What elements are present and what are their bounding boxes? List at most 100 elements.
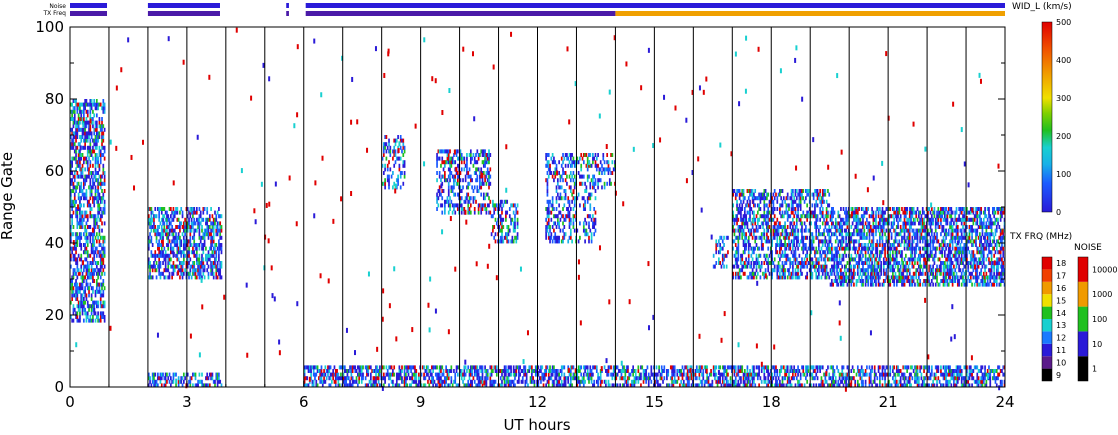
data-point (89, 196, 92, 201)
data-point (205, 253, 207, 258)
data-point (85, 160, 88, 165)
data-point (602, 167, 605, 172)
data-point (877, 282, 880, 287)
data-point (207, 235, 210, 240)
data-point (462, 185, 464, 190)
data-point (816, 257, 819, 262)
data-point (460, 167, 463, 172)
data-point (86, 253, 89, 258)
data-point (511, 235, 514, 240)
data-point (102, 135, 105, 139)
data-point (759, 253, 762, 258)
data-point (843, 264, 846, 269)
data-point (162, 239, 164, 244)
data-point (80, 225, 83, 229)
data-point (86, 300, 89, 305)
data-point (816, 192, 819, 197)
data-point (943, 271, 946, 276)
data-point (384, 178, 386, 183)
data-point (873, 268, 876, 273)
data-point (828, 246, 831, 251)
data-point (958, 264, 960, 269)
data-point (720, 246, 723, 251)
data-point (811, 192, 814, 197)
data-point (784, 228, 786, 233)
data-point (921, 282, 924, 287)
data-point (469, 153, 472, 157)
data-point (872, 268, 875, 273)
data-point (820, 268, 823, 273)
data-point (924, 250, 927, 255)
data-point (86, 109, 89, 114)
data-point (182, 228, 185, 233)
data-point (779, 275, 781, 280)
data-point (771, 196, 773, 201)
data-point (450, 156, 453, 161)
data-point (188, 221, 190, 226)
data-point (911, 214, 914, 219)
data-point (86, 203, 89, 208)
data-point (556, 181, 559, 186)
data-point (79, 102, 81, 107)
data-point (212, 228, 215, 233)
data-point (197, 271, 199, 276)
data-point (790, 192, 793, 197)
data-point (754, 217, 757, 222)
data-point (208, 217, 211, 222)
data-point (951, 271, 954, 276)
data-point (850, 207, 853, 211)
data-point (94, 261, 97, 265)
data-point (98, 153, 101, 157)
data-point (797, 268, 799, 273)
data-point (820, 253, 823, 258)
data-point (893, 239, 896, 244)
data-point (72, 307, 75, 312)
data-point (873, 275, 876, 280)
data-point (751, 246, 754, 251)
data-point (71, 203, 73, 208)
data-point (856, 261, 859, 265)
data-point (880, 217, 883, 222)
data-point (551, 153, 554, 157)
data-point (76, 311, 79, 316)
data-point (71, 318, 73, 323)
data-point (76, 297, 79, 301)
data-point (898, 207, 901, 211)
data-point (743, 239, 746, 244)
data-point (446, 156, 449, 161)
data-point (947, 264, 950, 269)
data-point (438, 189, 441, 193)
data-point (794, 189, 797, 193)
data-point (102, 124, 105, 129)
data-point (919, 232, 921, 237)
data-point (563, 196, 566, 201)
data-point (833, 268, 836, 273)
data-point (572, 196, 575, 201)
data-point (799, 207, 802, 211)
data-point (214, 217, 216, 222)
data-point (163, 253, 166, 258)
data-point (97, 135, 99, 139)
data-point (88, 275, 90, 280)
data-point (755, 275, 758, 280)
data-point (866, 217, 868, 222)
data-point (932, 243, 934, 247)
data-point (853, 214, 855, 219)
data-point (951, 246, 954, 251)
data-point (464, 199, 467, 204)
data-point (824, 235, 827, 240)
data-point (195, 246, 198, 251)
data-point (901, 271, 903, 276)
data-point (860, 246, 863, 251)
data-point (859, 268, 862, 273)
data-point (881, 232, 884, 237)
data-point (176, 246, 179, 251)
data-point (437, 149, 440, 154)
data-point (92, 181, 94, 186)
data-point (733, 232, 736, 237)
data-point (946, 217, 949, 222)
data-point (92, 178, 94, 183)
data-point (959, 261, 962, 265)
data-point (199, 235, 202, 240)
data-point (830, 217, 833, 222)
